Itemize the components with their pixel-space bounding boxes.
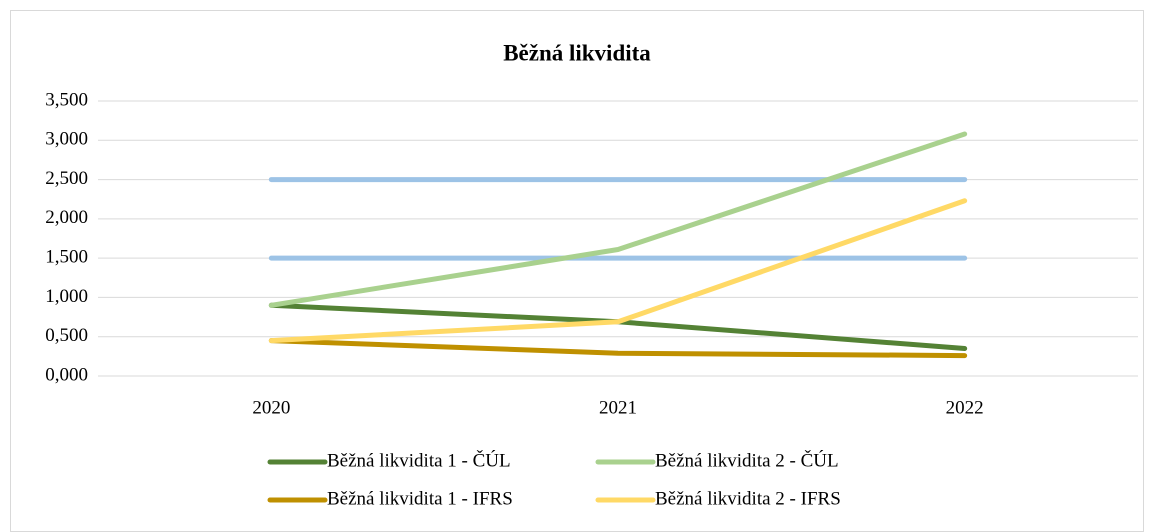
y-tick-label: 1,500 <box>45 247 88 268</box>
y-tick-label: 2,000 <box>45 207 88 228</box>
series-line <box>268 198 968 344</box>
legend-label: Běžná likvidita 2 - ČÚL <box>655 449 839 471</box>
y-tick-label: 0,000 <box>45 364 88 385</box>
x-tick-label: 2022 <box>946 397 984 418</box>
x-tick-label: 2021 <box>599 397 637 418</box>
legend-label: Běžná likvidita 1 - ČÚL <box>327 449 511 471</box>
legend-label: Běžná likvidita 2 - IFRS <box>655 488 841 509</box>
series-line <box>268 338 968 359</box>
y-tick-label: 3,000 <box>45 129 88 150</box>
y-tick-label: 2,500 <box>45 168 88 189</box>
chart-title: Běžná likvidita <box>503 40 651 65</box>
series-line <box>268 131 968 308</box>
y-tick-label: 0,500 <box>45 325 88 346</box>
chart-border <box>10 10 1144 532</box>
y-tick-label: 1,000 <box>45 286 88 307</box>
legend-label: Běžná likvidita 1 - IFRS <box>327 488 513 509</box>
y-tick-label: 3,500 <box>45 89 88 110</box>
x-tick-label: 2020 <box>252 397 290 418</box>
